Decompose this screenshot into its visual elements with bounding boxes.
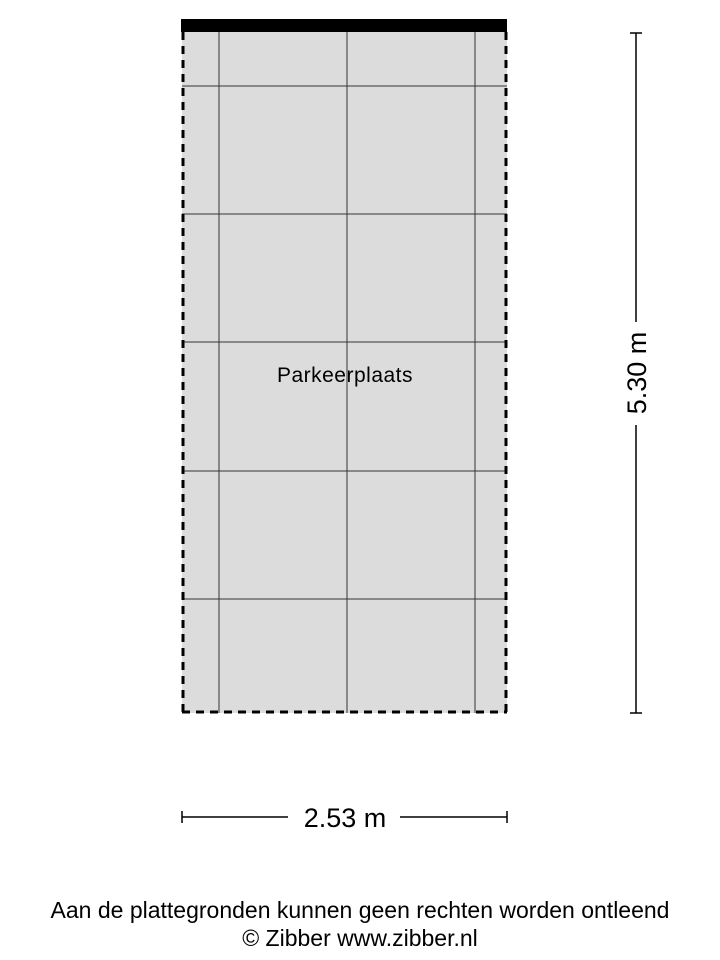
wall xyxy=(181,19,507,32)
credit-text: © Zibber www.zibber.nl xyxy=(242,925,478,951)
dashed-boundary xyxy=(181,32,508,714)
height-dimension-label: 5.30 m xyxy=(622,332,652,415)
tile-grid xyxy=(182,26,507,713)
width-dimension xyxy=(181,811,508,823)
disclaimer-text: Aan de plattegronden kunnen geen rechten… xyxy=(51,897,670,923)
width-dimension-label: 2.53 m xyxy=(304,803,387,833)
room-label: Parkeerplaats xyxy=(277,364,413,387)
height-dimension xyxy=(630,32,642,714)
